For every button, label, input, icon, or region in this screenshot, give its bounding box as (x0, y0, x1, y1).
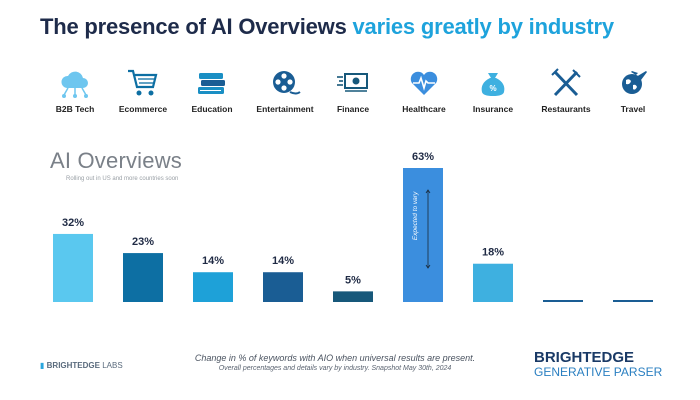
bar-b2b-tech (53, 233, 93, 302)
ai-overviews-logo: AI Overviews (50, 148, 182, 173)
icon-label: Healthcare (402, 104, 446, 114)
caption-line-2: Overall percentages and details vary by … (218, 365, 452, 372)
bar-education (193, 272, 233, 302)
data-label-finance: 5% (345, 274, 361, 286)
bar-entertainment (263, 272, 303, 302)
icon-label: Insurance (472, 104, 514, 114)
bar-finance (333, 291, 373, 302)
industry-icon-row: B2B Tech Ecommerce Education (0, 68, 700, 128)
data-label-ecommerce: 23% (132, 236, 154, 248)
bar-travel (613, 300, 653, 302)
bar-chart: 32% 23% 14% 14% 5% 63% 18% Expected to vary (53, 151, 653, 302)
page-title: The presence of AI Overviews varies grea… (40, 14, 614, 40)
brightedge-generative-parser-logo: BRIGHTEDGE GENERATIVE PARSER (534, 350, 662, 378)
icon-label: Entertainment (256, 104, 314, 114)
data-label-education: 14% (202, 255, 224, 267)
title-part-1: The presence of AI Overviews (40, 14, 353, 39)
money-bag-icon: % (453, 68, 533, 98)
globe-plane-icon (593, 68, 673, 98)
industry-insurance: % Insurance (453, 68, 533, 114)
brand-line-1: BRIGHTEDGE (534, 349, 635, 366)
bar-restaurants (543, 300, 583, 302)
logo-sub-text: LABS (102, 361, 123, 370)
caption-line-1: Change in % of keywords with AIO when un… (194, 353, 476, 363)
annotation-arrowhead (425, 189, 431, 194)
icon-label: Travel (620, 104, 646, 114)
icon-label: Finance (336, 104, 370, 114)
industry-finance: Finance (313, 68, 393, 114)
icon-label: Education (191, 104, 233, 114)
bar-healthcare (403, 168, 443, 302)
heart-pulse-icon (384, 68, 464, 98)
data-label-insurance: 18% (482, 247, 504, 259)
annotation-arrowhead (425, 264, 431, 269)
icon-label: Ecommerce (118, 104, 168, 114)
data-label-b2b-tech: 32% (62, 217, 84, 229)
industry-healthcare: Healthcare (384, 68, 464, 114)
industry-ecommerce: Ecommerce (103, 68, 183, 114)
brand-line-2: GENERATIVE PARSER (534, 365, 663, 379)
cloud-network-icon (35, 68, 115, 98)
annotation-text: Expected to vary (412, 191, 419, 240)
data-label-entertainment: 14% (272, 255, 294, 267)
industry-b2b-tech: B2B Tech (35, 68, 115, 114)
bar-insurance (473, 263, 513, 302)
industry-entertainment: Entertainment (245, 68, 325, 114)
industry-education: Education (172, 68, 252, 114)
icon-label: B2B Tech (55, 104, 95, 114)
icon-label: Restaurants (541, 104, 591, 114)
ai-overviews-subtitle: Rolling out in US and more countries soo… (66, 176, 179, 182)
shopping-cart-icon (103, 68, 183, 98)
film-reel-icon (245, 68, 325, 98)
logo-main-text: BRIGHTEDGE (46, 361, 100, 370)
data-label-healthcare: 63% (412, 151, 434, 163)
books-icon (172, 68, 252, 98)
industry-restaurants: Restaurants (526, 68, 606, 114)
industry-travel: Travel (593, 68, 673, 114)
chart-caption: Change in % of keywords with AIO when un… (170, 353, 500, 372)
title-part-2: varies greatly by industry (352, 14, 615, 39)
money-icon (313, 68, 393, 98)
fork-knife-icon (526, 68, 606, 98)
bar-ecommerce (123, 253, 163, 302)
svg-text:%: % (489, 84, 496, 93)
brightedge-labs-logo: ▮ BRIGHTEDGE LABS (40, 361, 123, 370)
